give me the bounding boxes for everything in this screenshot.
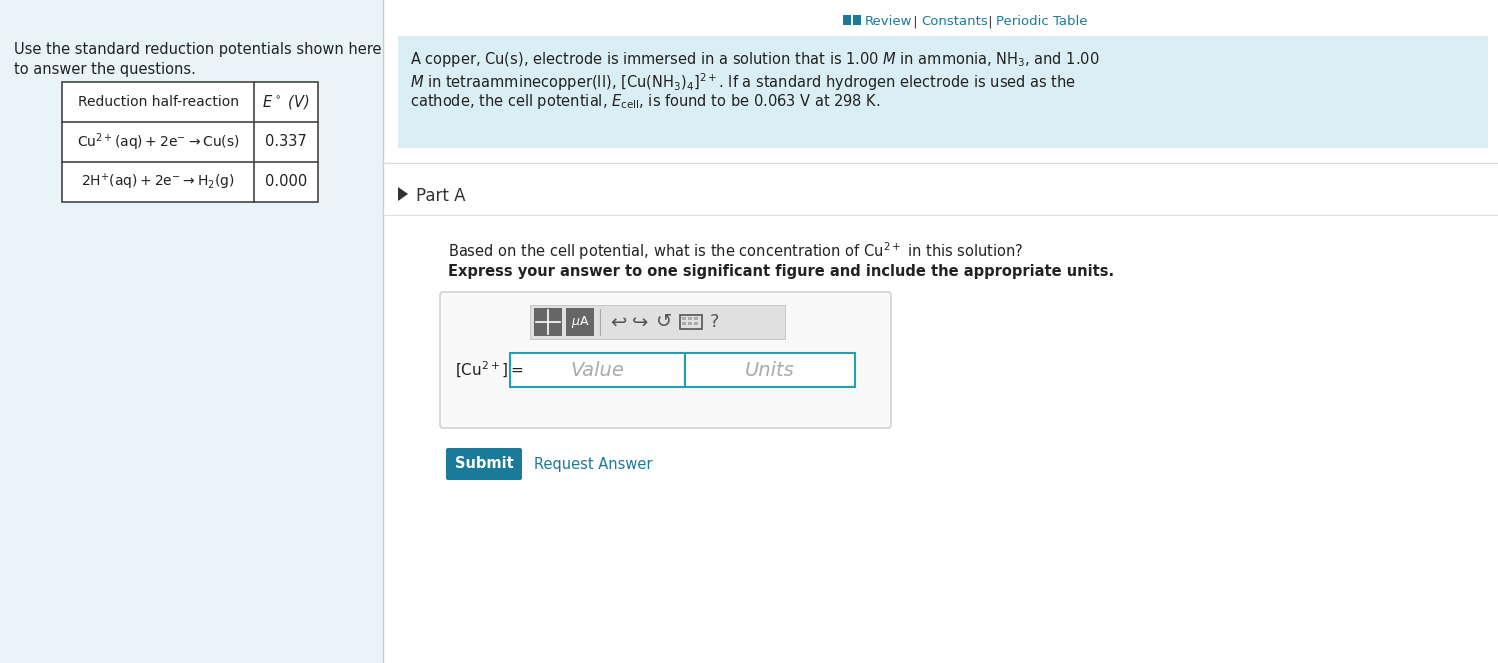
Polygon shape	[398, 187, 407, 201]
Text: Based on the cell potential, what is the concentration of $\mathrm{Cu^{2+}}$ in : Based on the cell potential, what is the…	[448, 240, 1023, 262]
Text: Periodic Table: Periodic Table	[996, 15, 1088, 28]
Text: $E^\circ$ (V): $E^\circ$ (V)	[262, 93, 310, 111]
Bar	[852, 15, 861, 25]
Bar	[530, 305, 785, 339]
Text: Request Answer: Request Answer	[533, 457, 653, 471]
Bar	[398, 36, 1488, 148]
Text: Reduction half-reaction: Reduction half-reaction	[78, 95, 238, 109]
FancyBboxPatch shape	[440, 292, 891, 428]
Bar	[843, 15, 851, 25]
Bar	[694, 322, 698, 325]
FancyBboxPatch shape	[446, 448, 521, 480]
Bar	[688, 317, 692, 320]
Bar	[682, 322, 686, 325]
Text: Express your answer to one significant figure and include the appropriate units.: Express your answer to one significant f…	[448, 264, 1115, 279]
Text: cathode, the cell potential, $E_\mathrm{cell}$, is found to be 0.063 V at 298 K.: cathode, the cell potential, $E_\mathrm{…	[410, 92, 881, 111]
Bar	[61, 82, 318, 202]
Bar	[688, 322, 692, 325]
Text: 0.337: 0.337	[265, 135, 307, 149]
Text: 0.000: 0.000	[265, 174, 307, 190]
Text: to answer the questions.: to answer the questions.	[13, 62, 196, 77]
Text: $\mu$A: $\mu$A	[571, 314, 589, 330]
Bar	[694, 317, 698, 320]
Bar	[682, 317, 686, 320]
Text: |: |	[984, 15, 996, 28]
Bar	[0, 0, 383, 663]
Text: ?: ?	[710, 313, 719, 331]
Text: Review: Review	[864, 15, 912, 28]
Bar	[509, 353, 685, 387]
Bar	[685, 353, 855, 387]
Text: ↩: ↩	[610, 312, 626, 332]
Text: Submit: Submit	[454, 457, 514, 471]
Text: $\mathrm{2H^{+}(aq) + 2e^{-}{\rightarrow}H_2(g)}$: $\mathrm{2H^{+}(aq) + 2e^{-}{\rightarrow…	[81, 172, 235, 192]
Text: |: |	[909, 15, 921, 28]
Text: Part A: Part A	[416, 187, 466, 205]
Text: A copper, Cu(s), electrode is immersed in a solution that is 1.00 $M$ in ammonia: A copper, Cu(s), electrode is immersed i…	[410, 50, 1100, 69]
Text: ↪: ↪	[632, 312, 649, 332]
Text: $[\mathrm{Cu^{2+}}] =$: $[\mathrm{Cu^{2+}}] =$	[455, 360, 524, 380]
Text: $M$ in tetraamminecopper(II), $[\mathrm{Cu(NH_3)_4}]^{2+}$. If a standard hydrog: $M$ in tetraamminecopper(II), $[\mathrm{…	[410, 71, 1076, 93]
Text: Constants: Constants	[921, 15, 987, 28]
Text: $\mathrm{Cu^{2+}(aq) + 2e^{-}{\rightarrow}Cu(s)}$: $\mathrm{Cu^{2+}(aq) + 2e^{-}{\rightarro…	[76, 131, 240, 152]
Bar	[533, 308, 562, 336]
Text: Units: Units	[745, 361, 795, 379]
Text: Value: Value	[571, 361, 625, 379]
Bar	[680, 315, 703, 329]
Text: ↺: ↺	[656, 312, 673, 332]
Bar	[566, 308, 595, 336]
Text: Use the standard reduction potentials shown here: Use the standard reduction potentials sh…	[13, 42, 382, 57]
